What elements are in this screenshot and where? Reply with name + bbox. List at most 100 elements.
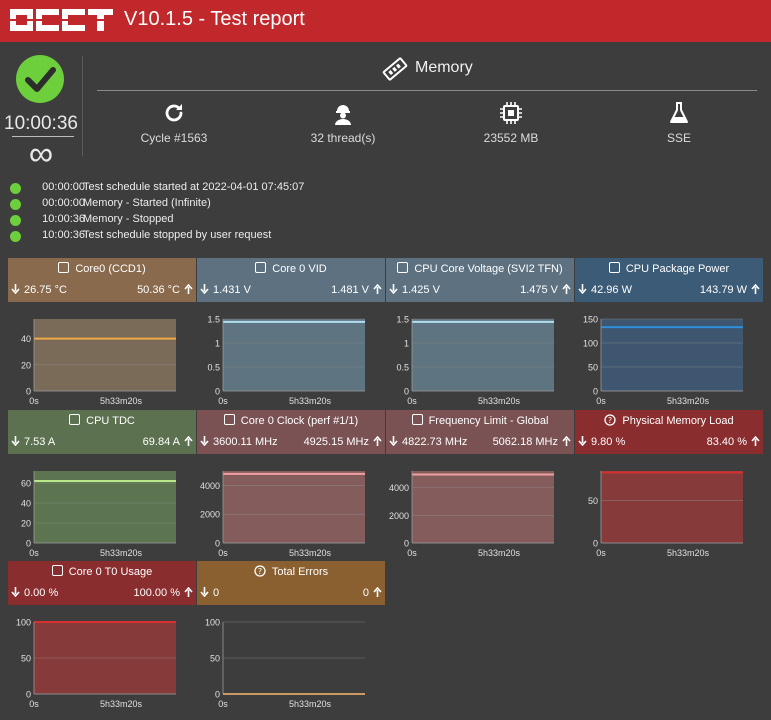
sensor-header: Core 0 T0 Usage 0.00 % 100.00 % [8, 561, 196, 605]
sensor-min: 0.00 % [11, 587, 58, 599]
event-time: 10:00:36 [42, 229, 85, 241]
occt-logo [10, 7, 114, 40]
chart-y-tick: 60 [21, 479, 31, 489]
sensor-title-row: Core 0 T0 Usage [8, 565, 196, 578]
sensor-square-icon [255, 262, 267, 273]
sensor-chart: 40 20 00s 5h33m20s [21, 319, 176, 406]
sensor-max-value: 1.481 V [331, 284, 369, 296]
test-divider [97, 90, 757, 91]
chart-y-tick: 150 [583, 315, 598, 325]
instruction-set-info: SSE [595, 101, 763, 145]
threads-info: 32 thread(s) [259, 101, 427, 145]
sensor-title: Core 0 VID [272, 263, 327, 275]
infinite-duration-icon: ∞ [28, 135, 54, 173]
sensor-header: Core0 (CCD1) 26.75 °C 50.36 °C [8, 258, 196, 302]
chart-y-tick: 0.5 [396, 363, 409, 373]
chart-fill-area [601, 327, 743, 391]
sensor-max-value: 0 [362, 587, 369, 599]
sensor-title-row: ? Total Errors [197, 565, 385, 578]
sensor-chart: 100 50 00s 5h33m20s [205, 618, 365, 709]
event-time: 00:00:00 [42, 181, 85, 193]
chart-y-tick: 50 [588, 363, 598, 373]
sensor-header: CPU TDC 7.53 A 69.84 A [8, 410, 196, 454]
worker-icon [335, 105, 351, 125]
sensor-title: Frequency Limit - Global [428, 415, 549, 427]
chart-x-mid: 5h33m20s [100, 396, 143, 406]
success-dot-icon [10, 231, 21, 242]
chart-y-tick: 0 [26, 690, 31, 700]
sensor-chart: 1.5 1 0.5 00s 5h33m20s [207, 315, 365, 406]
chart-fill-area [412, 321, 554, 391]
chart-y-tick: 0 [404, 539, 409, 549]
sensor-header: Core 0 VID 1.431 V 1.481 V [197, 258, 385, 302]
sensor-header: CPU Package Power 42.96 W 143.79 W [575, 258, 763, 302]
sensor-min-value: 0.00 % [24, 587, 59, 599]
chart-x-mid: 5h33m20s [667, 548, 710, 558]
sensor-title: Core 0 T0 Usage [68, 566, 153, 578]
sensor-chart: 60 40 20 00s 5h33m20s [21, 471, 176, 558]
chip-icon [500, 102, 522, 124]
event-message: Test schedule started at 2022-04-01 07:4… [83, 181, 305, 193]
memory-size-info: 23552 MB [427, 101, 595, 145]
chart-x-start: 0s [407, 548, 417, 558]
chart-x-start: 0s [29, 548, 39, 558]
sensor-chart: 4000 2000 00s 5h33m20s [200, 471, 365, 558]
sensor-title-row: CPU TDC [8, 414, 196, 427]
sensor-min: 0 [200, 587, 219, 599]
chart-y-tick: 1 [215, 339, 220, 349]
chart-y-tick: 2000 [200, 510, 220, 520]
sensor-max-value: 83.40 % [706, 436, 747, 448]
chart-x-mid: 5h33m20s [478, 548, 521, 558]
chart-y-tick: 4000 [200, 481, 220, 491]
sensor-title: Core 0 Clock (perf #1/1) [240, 415, 359, 427]
chart-y-tick: 50 [210, 654, 220, 664]
elapsed-time: 10:00:36 [4, 113, 78, 134]
chart-y-tick: 1.5 [207, 315, 220, 325]
chart-y-tick: 0 [215, 539, 220, 549]
memory-size-label: 23552 MB [483, 131, 539, 145]
sensor-max-value: 5062.18 MHz [492, 436, 558, 448]
chart-y-tick: 1.5 [396, 315, 409, 325]
sensor-title: CPU Core Voltage (SVI2 TFN) [414, 263, 563, 275]
sensor-title-row: Core 0 Clock (perf #1/1) [197, 414, 385, 427]
chart-y-tick: 100 [16, 618, 31, 628]
sensor-title: Physical Memory Load [622, 415, 734, 427]
sensor-min: 1.425 V [389, 284, 440, 296]
sensor-min: 4822.73 MHz [389, 436, 467, 448]
sensor-square-icon [223, 414, 235, 425]
instruction-set-label: SSE [666, 131, 691, 145]
success-check-icon [16, 55, 64, 103]
sensor-min-value: 7.53 A [24, 436, 56, 448]
chart-y-tick: 40 [21, 334, 31, 344]
sensor-chart: 50 00s 5h33m20s [588, 471, 743, 558]
chart-x-mid: 5h33m20s [289, 699, 332, 709]
sensor-header: ? Physical Memory Load 9.80 % 83.40 % [575, 410, 763, 454]
sensor-title: Core0 (CCD1) [75, 263, 146, 275]
chart-y-tick: 40 [21, 499, 31, 509]
sensor-min-value: 1.425 V [402, 284, 440, 296]
test-status-panel: 10:00:36 ∞ [0, 52, 82, 173]
sensor-min-value: 1.431 V [213, 284, 251, 296]
chart-y-tick: 0 [215, 387, 220, 397]
sensor-max: 0 [362, 586, 382, 599]
sensor-header: CPU Core Voltage (SVI2 TFN) 1.425 V 1.475 … [386, 258, 574, 302]
sensor-chart: 4000 2000 00s 5h33m20s [389, 471, 554, 558]
sensor-title-row: Core 0 VID [197, 262, 385, 275]
sensor-header: Frequency Limit - Global 4822.73 MHz 5062.… [386, 410, 574, 454]
sensor-max-value: 69.84 A [142, 436, 180, 448]
chart-y-tick: 4000 [389, 483, 409, 493]
chart-x-mid: 5h33m20s [100, 699, 143, 709]
cycle-info: Cycle #1563 [90, 101, 258, 145]
event-message: Memory - Started (Infinite) [83, 197, 211, 209]
sensor-min-value: 4822.73 MHz [402, 436, 468, 448]
chart-fill-area [34, 481, 176, 543]
chart-y-tick: 100 [205, 618, 220, 628]
memory-icon [382, 57, 408, 81]
chart-y-tick: 20 [21, 360, 31, 370]
chart-y-tick: 20 [21, 519, 31, 529]
chart-fill-area [412, 474, 554, 543]
sensor-min-value: 0 [213, 587, 220, 599]
header-bar: V10.1.5 - Test report [0, 0, 771, 42]
event-message: Test schedule stopped by user request [83, 229, 272, 241]
sensor-max: 5062.18 MHz [492, 435, 571, 448]
